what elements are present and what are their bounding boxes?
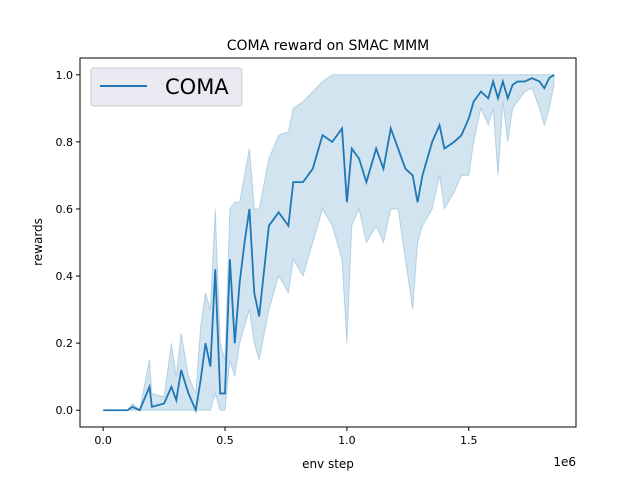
chart-title: COMA reward on SMAC MMM [227,38,430,54]
y-tick-label: 1.0 [56,69,74,82]
series-line-layer [103,74,555,414]
y-axis-label: rewards [31,218,45,266]
y-tick-label: 0.8 [56,136,74,149]
legend: COMA [90,67,243,107]
legend-label: COMA [165,75,229,99]
x-tick-label: 0.0 [94,434,112,447]
y-tick-label: 0.0 [56,404,74,417]
x-axis-label: env step [302,457,354,471]
x-tick-label: 1.0 [338,434,356,447]
confidence-band-layer [103,74,555,412]
y-tick-label: 0.6 [56,203,74,216]
y-tick-label: 0.2 [56,337,74,350]
x-offset-label: 1e6 [553,455,576,469]
series-line-coma [103,74,555,414]
x-tick-label: 1.5 [460,434,478,447]
y-axis-ticks: 0.0 0.2 0.4 0.6 0.8 1.0 [56,69,80,417]
plot-frame [79,57,577,428]
x-tick-label: 0.5 [216,434,234,447]
legend-box [90,67,243,107]
confidence-band [103,74,555,412]
x-axis-ticks: 0.0 0.5 1.0 1.5 [94,427,478,447]
y-tick-label: 0.4 [56,270,74,283]
